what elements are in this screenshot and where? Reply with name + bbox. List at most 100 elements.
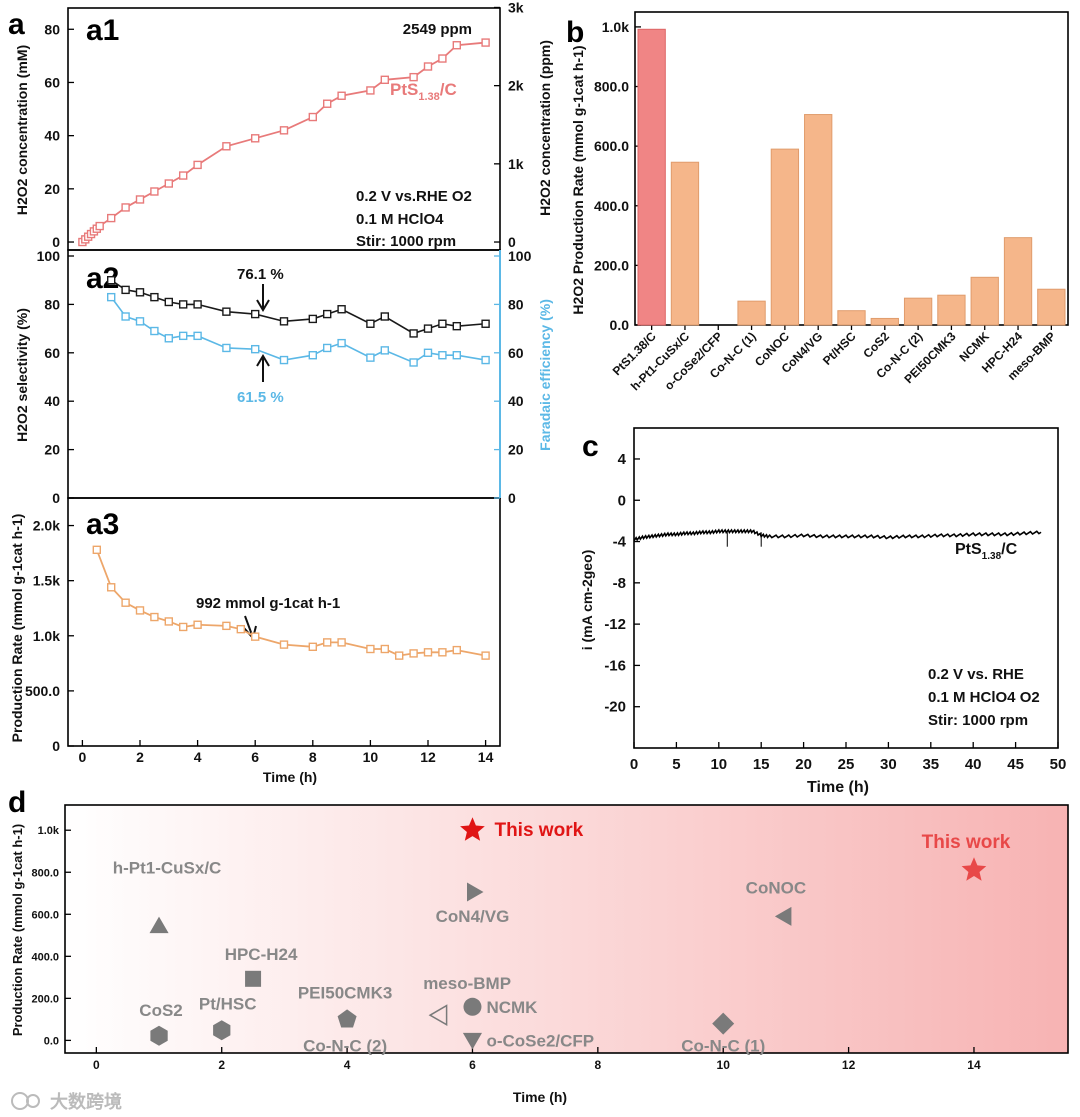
a3-ytick-label: 1.5k (33, 573, 60, 589)
a1-y2tick-label: 0 (508, 234, 516, 250)
a1-point (150, 187, 159, 196)
d-xtick-label: 10 (717, 1058, 731, 1072)
c-series-line (633, 528, 1042, 542)
c-xtick-label: 25 (838, 756, 855, 773)
a2-y2tick-label: 60 (508, 345, 524, 361)
a1-point (409, 72, 418, 82)
a1-point (178, 171, 188, 180)
a3-ytick-label: 1.0k (33, 628, 60, 644)
d-point-label: CoNOC (746, 878, 806, 897)
a2-point (178, 300, 188, 309)
a1-point (323, 99, 332, 108)
a1-point (423, 62, 433, 71)
c-xtick-label: 45 (1007, 756, 1024, 773)
d-point-label: CoN4/VG (436, 907, 510, 926)
c-annotation-stir: Stir: 1000 rpm (928, 712, 1028, 729)
b-bar (903, 297, 933, 326)
d-marker-triangle-right (467, 882, 484, 902)
a1-annotation-stir: Stir: 1000 rpm (356, 233, 456, 250)
a2-point (135, 317, 145, 326)
c-legend: PtS1.38/C (955, 541, 1018, 562)
c-ytick-label: 4 (618, 451, 627, 468)
a2-point (279, 317, 289, 326)
watermark-text: 大数跨境 (50, 1091, 122, 1112)
a1-point (106, 213, 116, 223)
a2-point (222, 343, 231, 353)
a1-point (250, 134, 260, 143)
a2-point (337, 338, 346, 348)
a2-y2tick-label: 20 (508, 442, 524, 458)
a3-point (150, 612, 159, 622)
a2-arrow-up (256, 354, 270, 382)
d-point-label: Pt/HSC (199, 994, 257, 1013)
a3-xtick-label: 8 (309, 749, 317, 765)
a3-point (121, 598, 130, 607)
a1-y2label: H2O2 concentration (ppm) (537, 40, 553, 216)
a2-point (308, 314, 317, 324)
marks-layer: This work This work h-Pt1-CuSx/C CoN4/VG CoN… (78, 28, 1066, 1056)
d-point-label: NCMK (486, 998, 538, 1017)
frame-b (634, 11, 1069, 326)
a3-point (164, 617, 174, 626)
a2-point (481, 355, 490, 365)
a3-point (323, 638, 332, 647)
d-xtick-label: 8 (595, 1058, 602, 1072)
b-bar (837, 310, 866, 326)
a2-point (423, 324, 433, 333)
b-bar (670, 161, 700, 326)
d-xtick-label: 12 (842, 1058, 856, 1072)
c-annotation-electrolyte: 0.1 M HClO4 O2 (928, 689, 1040, 706)
a1-point (135, 195, 145, 204)
d-xtick-label: 2 (218, 1058, 225, 1072)
a3-point (423, 648, 433, 657)
d-ytick-label: 1.0k (38, 825, 60, 837)
c-ytick-label: -20 (604, 699, 626, 716)
d-xtick-label: 6 (469, 1058, 476, 1072)
d-point-label: HPC-H24 (225, 945, 298, 964)
a1-point (164, 179, 174, 188)
a1-point (279, 126, 289, 135)
frame-d (64, 804, 1069, 1054)
a2-point (438, 319, 447, 328)
a2-y2label: Faradaic efficiency (%) (537, 299, 553, 451)
a3-xtick-label: 6 (251, 749, 259, 765)
b-bar (970, 276, 999, 326)
a1-ytick-label: 60 (44, 74, 60, 90)
d-ytick-label: 0.0 (44, 1035, 59, 1047)
a3-ytick-label: 0 (52, 738, 60, 754)
a1-y2tick-label: 1k (508, 156, 524, 172)
a2-point (121, 312, 130, 321)
b-ylabel: H2O2 Production Rate (mmol g-1cat h-1) (570, 45, 586, 314)
c-xtick-label: 15 (753, 756, 770, 773)
d-ytick-label: 200.0 (31, 993, 59, 1005)
a3-xtick-label: 12 (420, 749, 436, 765)
panel-label-a: a (8, 8, 25, 41)
d-point-label: This work (494, 820, 583, 841)
b-bar (1037, 288, 1066, 326)
a1-annotation-electrolyte: 0.1 M HClO4 (356, 211, 444, 228)
d-marker-triangle-down (462, 1032, 482, 1050)
c-ytick-label: -16 (604, 657, 626, 674)
a2-y2tick-label: 80 (508, 296, 524, 312)
b-ytick-label: 200.0 (594, 257, 629, 273)
a2-point (409, 329, 418, 338)
a2-ylabel: H2O2 selectivity (%) (14, 308, 30, 442)
d-marker-triangle-up (149, 916, 169, 934)
b-xtick-label: Pt/HSC (820, 329, 859, 368)
b-bar (637, 28, 666, 326)
a2-point (222, 307, 231, 316)
d-point-label: h-Pt1-CuSx/C (113, 859, 222, 878)
c-ylabel: i (mA cm-2geo) (579, 550, 595, 651)
a1-point (95, 221, 104, 231)
a2-ytick-label: 0 (52, 490, 60, 506)
c-xlabel: Time (h) (807, 779, 869, 796)
d-point-label: This work (922, 832, 1011, 853)
a2-y2tick-label: 40 (508, 393, 524, 409)
a2-point (481, 319, 490, 328)
a2-point (279, 355, 289, 365)
b-ytick-label: 800.0 (594, 79, 629, 95)
a3-point (337, 638, 346, 647)
a3-ylabel: Production Rate (mmol g-1cat h-1) (9, 514, 25, 743)
c-annotation-potential: 0.2 V vs. RHE (928, 666, 1024, 683)
